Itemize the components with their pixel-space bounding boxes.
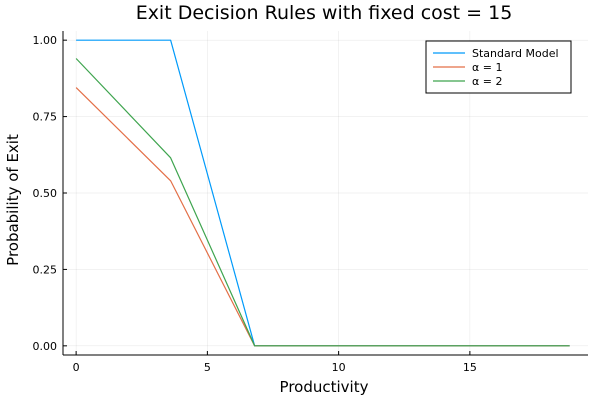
x-tick-label: 0 — [73, 361, 80, 374]
legend-label: α = 1 — [472, 61, 502, 74]
y-tick-label: 0.75 — [33, 111, 58, 124]
chart-title: Exit Decision Rules with fixed cost = 15 — [136, 2, 513, 24]
series-lines — [75, 39, 570, 347]
y-axis-label: Probability of Exit — [4, 134, 22, 266]
x-tick-label: 15 — [463, 361, 477, 374]
axis-ticks: 0 5 10 15 0.00 0.25 0.50 0.75 1.00 — [33, 34, 477, 374]
y-tick-label: 0.50 — [33, 187, 58, 200]
y-tick-label: 0.25 — [33, 263, 58, 276]
legend-label: α = 2 — [472, 75, 502, 88]
y-tick-label: 1.00 — [33, 34, 58, 47]
y-tick-label: 0.00 — [33, 340, 58, 353]
legend-label: Standard Model — [472, 47, 559, 60]
x-axis-label: Productivity — [280, 378, 369, 396]
series-line-3 — [75, 58, 570, 347]
x-tick-label: 10 — [332, 361, 346, 374]
x-tick-label: 5 — [204, 361, 211, 374]
